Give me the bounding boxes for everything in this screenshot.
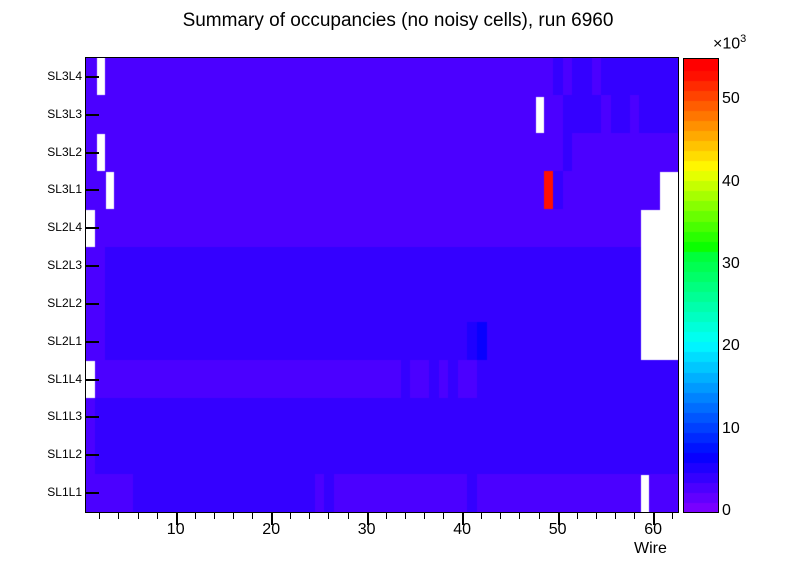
- colorbar-tick-label-10: 10: [722, 419, 740, 437]
- x-axis-tick-label-50: 50: [548, 521, 567, 538]
- x-axis-minor-tick: [423, 512, 425, 519]
- colorbar[interactable]: [683, 58, 719, 513]
- y-axis-tick-label-sl1l3: SL1L3: [47, 409, 82, 424]
- colorbar-canvas: [684, 59, 718, 512]
- y-axis-tick: [86, 75, 99, 78]
- x-axis-minor-tick: [156, 512, 158, 519]
- heatmap-canvas[interactable]: [86, 58, 678, 512]
- x-axis-minor-tick: [309, 512, 311, 519]
- y-axis-tick: [86, 302, 99, 305]
- colorbar-tick-label-20: 20: [722, 337, 740, 355]
- y-axis-tick: [86, 416, 99, 419]
- page-title: Summary of occupancies (no noisy cells),…: [182, 10, 614, 31]
- x-axis-minor-tick: [99, 512, 101, 519]
- y-axis-tick: [86, 227, 99, 230]
- y-axis-tick-label-sl1l4: SL1L4: [47, 371, 82, 386]
- x-axis-minor-tick: [137, 512, 139, 519]
- y-axis-tick-label-sl3l3: SL3L3: [47, 106, 82, 121]
- y-axis-tick-label-sl2l2: SL2L2: [47, 295, 82, 310]
- x-axis-major-tick: [271, 512, 274, 525]
- heatmap-plot-area[interactable]: [85, 57, 679, 513]
- y-axis-tick-label-sl1l1: SL1L1: [47, 485, 82, 500]
- x-axis-minor-tick: [213, 512, 215, 519]
- y-axis-tick: [86, 151, 99, 154]
- y-axis-tick-label-sl3l2: SL3L2: [47, 144, 82, 159]
- x-axis-minor-tick: [672, 512, 674, 519]
- y-axis-tick-label-sl3l4: SL3L4: [47, 68, 82, 83]
- colorbar-exponent-label: ×103: [713, 33, 747, 53]
- x-axis-major-tick: [366, 512, 369, 525]
- x-axis-title: Wire: [634, 540, 667, 557]
- x-axis-minor-tick: [385, 512, 387, 519]
- x-axis-tick-label-30: 30: [357, 521, 376, 538]
- x-axis-tick-label-10: 10: [166, 521, 185, 538]
- x-axis-major-tick: [653, 512, 656, 525]
- y-axis-tick-label-sl2l3: SL2L3: [47, 258, 82, 273]
- colorbar-tick-label-0: 0: [722, 502, 731, 519]
- y-axis-tick: [86, 492, 99, 495]
- y-axis-tick: [86, 378, 99, 381]
- x-axis-minor-tick: [500, 512, 502, 519]
- x-axis-major-tick: [557, 512, 560, 525]
- x-axis-minor-tick: [538, 512, 540, 519]
- y-axis-tick-label-sl2l4: SL2L4: [47, 220, 82, 235]
- x-axis-tick-label-40: 40: [453, 521, 472, 538]
- x-axis-minor-tick: [118, 512, 120, 519]
- x-axis-minor-tick: [252, 512, 254, 519]
- colorbar-tick-label-30: 30: [722, 254, 740, 272]
- y-axis-tick-label-sl2l1: SL2L1: [47, 333, 82, 348]
- x-axis-major-tick: [462, 512, 465, 525]
- x-axis-minor-tick: [194, 512, 196, 519]
- y-axis-tick: [86, 113, 99, 116]
- x-axis-major-tick: [175, 512, 178, 525]
- x-axis-minor-tick: [634, 512, 636, 519]
- x-axis-minor-tick: [614, 512, 616, 519]
- x-axis-minor-tick: [519, 512, 521, 519]
- y-axis-tick-label-sl1l2: SL1L2: [47, 447, 82, 462]
- x-axis-tick-label-20: 20: [262, 521, 281, 538]
- colorbar-tick-label-50: 50: [722, 90, 740, 108]
- x-axis-minor-tick: [443, 512, 445, 519]
- x-axis-minor-tick: [233, 512, 234, 519]
- x-axis-minor-tick: [347, 512, 349, 519]
- y-axis-tick: [86, 189, 99, 192]
- x-axis-minor-tick: [576, 512, 578, 519]
- x-axis-minor-tick: [328, 512, 330, 519]
- y-axis-tick: [86, 265, 99, 268]
- y-axis-tick: [86, 340, 99, 343]
- y-axis-labels: SL1L1 SL1L2 SL1L3 SL1L4 SL2L1 SL2L2 SL2L3 SL2L4…: [14, 57, 82, 511]
- y-axis-tick-label-sl3l1: SL3L1: [47, 182, 82, 197]
- x-axis-minor-tick: [404, 512, 406, 519]
- x-axis-minor-tick: [290, 512, 292, 519]
- x-axis-tick-label-60: 60: [644, 521, 663, 538]
- x-axis-minor-tick: [595, 512, 597, 519]
- colorbar-tick-label-40: 40: [722, 172, 740, 190]
- y-axis-tick: [86, 454, 99, 457]
- x-axis-minor-tick: [481, 512, 483, 519]
